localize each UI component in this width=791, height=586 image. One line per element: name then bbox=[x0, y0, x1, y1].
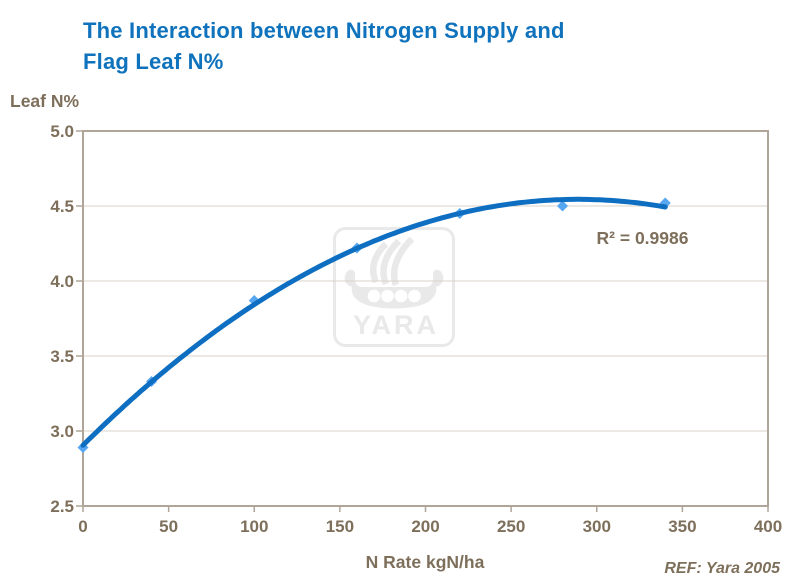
generated-chart-layers: 0 50 100 150 200 250 300 350 400 2.5 3.0 3.5 4.0 4.5 5… bbox=[50, 122, 782, 536]
y-axis-title: Leaf N% bbox=[10, 91, 80, 111]
x-tick-label: 350 bbox=[668, 517, 696, 536]
x-tick-label: 200 bbox=[411, 517, 439, 536]
data-point-marker bbox=[557, 200, 568, 212]
x-tick-label: 100 bbox=[240, 517, 268, 536]
viking-ship-icon bbox=[344, 236, 444, 309]
x-axis-title: N Rate kgN/ha bbox=[365, 552, 485, 572]
y-tick-label: 3.5 bbox=[50, 347, 74, 366]
x-tick-label: 300 bbox=[583, 517, 611, 536]
y-tick-label: 2.5 bbox=[50, 497, 74, 516]
yara-watermark: YARA bbox=[333, 227, 455, 347]
r-squared-annotation: R² = 0.9986 bbox=[596, 228, 689, 248]
chart-title: The Interaction between Nitrogen Supply … bbox=[83, 15, 723, 77]
y-tick-label: 4.5 bbox=[50, 197, 74, 216]
y-tick-label: 5.0 bbox=[50, 122, 74, 141]
trendline-curve bbox=[80, 196, 668, 448]
chart-title-line2: Flag Leaf N% bbox=[83, 49, 224, 74]
x-tick-label: 50 bbox=[159, 517, 178, 536]
x-tick-label: 250 bbox=[497, 517, 525, 536]
y-tick-label: 3.0 bbox=[50, 422, 74, 441]
chart-title-line1: The Interaction between Nitrogen Supply … bbox=[83, 18, 565, 43]
reference-note: REF: Yara 2005 bbox=[664, 560, 780, 577]
y-tick-label: 4.0 bbox=[50, 272, 74, 291]
x-tick-label: 0 bbox=[78, 517, 87, 536]
yara-watermark-border bbox=[333, 227, 455, 347]
yara-watermark-label: YARA bbox=[353, 310, 439, 340]
x-tick-label: 150 bbox=[326, 517, 354, 536]
x-tick-label: 400 bbox=[754, 517, 782, 536]
